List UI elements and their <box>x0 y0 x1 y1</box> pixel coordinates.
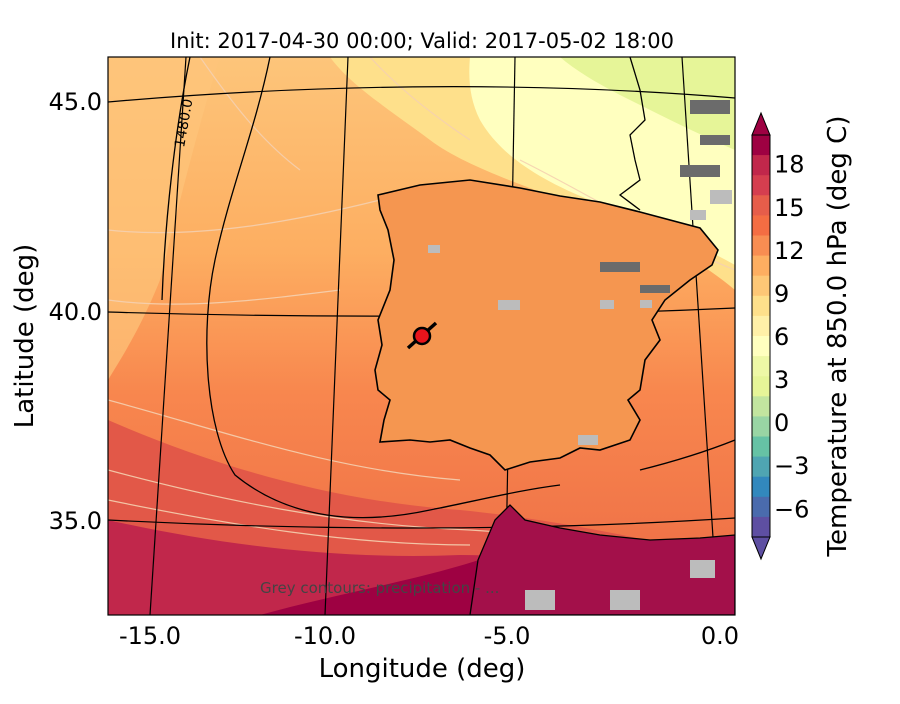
colorbar-segment <box>752 135 770 156</box>
colorbar-tick-label: −3 <box>774 452 809 480</box>
colorbar-segment <box>752 175 770 196</box>
y-tick-label: 40.0 <box>49 298 102 326</box>
colorbar-tick-label: 12 <box>774 237 805 265</box>
map-title: Init: 2017-04-30 00:00; Valid: 2017-05-0… <box>170 29 674 53</box>
colorbar-tick-label: 0 <box>774 409 789 437</box>
colorbar-segment <box>752 275 770 297</box>
colorbar-segment <box>752 396 770 417</box>
colorbar-segment <box>752 456 770 478</box>
colorbar-extend-bottom <box>751 536 771 561</box>
colorbar-tick-label: −6 <box>774 495 809 523</box>
precipitation-dark-patches <box>600 100 730 293</box>
y-tick-label: 35.0 <box>49 507 102 535</box>
colorbar-segment <box>752 235 770 257</box>
colorbar-extend-top <box>751 111 771 136</box>
colorbar-segment <box>752 336 770 357</box>
geopotential-contours <box>161 57 735 519</box>
france-coast <box>618 57 646 211</box>
iberia-coastline <box>374 179 719 471</box>
colorbar-frame <box>751 134 771 538</box>
colorbar-segment <box>752 516 770 538</box>
colorbar-label: Temperature at 850.0 hPa (deg C) <box>823 116 853 558</box>
colorbar-tick-label: 18 <box>774 151 805 179</box>
y-axis-label: Latitude (deg) <box>10 244 40 429</box>
colorbar-tick-label: 15 <box>774 194 805 222</box>
colorbar-segment <box>752 436 770 458</box>
colorbar-tick-label: 3 <box>774 366 789 394</box>
colorbar-segment <box>752 315 770 337</box>
x-axis: -15.0 -10.0 -5.0 0.0 <box>119 622 739 650</box>
map-plot-area[interactable]: 1480.0 Grey conto <box>108 57 735 615</box>
x-tick-label: -15.0 <box>119 622 181 650</box>
x-tick-label: -5.0 <box>484 622 531 650</box>
colorbar-segment <box>752 255 770 277</box>
location-marker[interactable] <box>412 326 432 346</box>
colorbar-segment <box>752 215 770 236</box>
plot-frame <box>107 56 736 616</box>
temperature-band-green-north <box>560 57 735 150</box>
y-axis: 45.0 40.0 35.0 <box>49 88 102 535</box>
x-tick-label: -10.0 <box>294 622 356 650</box>
temperature-band-west-light <box>108 57 220 380</box>
colorbar-ticks: 18 15 12 9 6 3 0 −3 −6 <box>774 151 809 524</box>
precipitation-patches <box>428 190 732 610</box>
y-tick-label: 45.0 <box>49 88 102 116</box>
colorbar-segment <box>752 496 770 518</box>
colorbar-segment <box>752 376 770 397</box>
colorbar-segment <box>752 476 770 498</box>
colorbar-segment <box>752 155 770 176</box>
colorbar <box>751 111 771 561</box>
colorbar-segment <box>752 295 770 317</box>
colorbar-tick-label: 6 <box>774 323 789 351</box>
north-africa-coast <box>469 504 735 615</box>
overlay-note: Grey contours: precipitation - ... <box>260 579 499 597</box>
colorbar-segment <box>752 195 770 216</box>
colorbar-segment <box>752 416 770 437</box>
x-axis-label: Longitude (deg) <box>319 654 526 684</box>
colorbar-segment <box>752 356 770 377</box>
colorbar-tick-label: 9 <box>774 280 789 308</box>
x-tick-label: 0.0 <box>701 622 739 650</box>
